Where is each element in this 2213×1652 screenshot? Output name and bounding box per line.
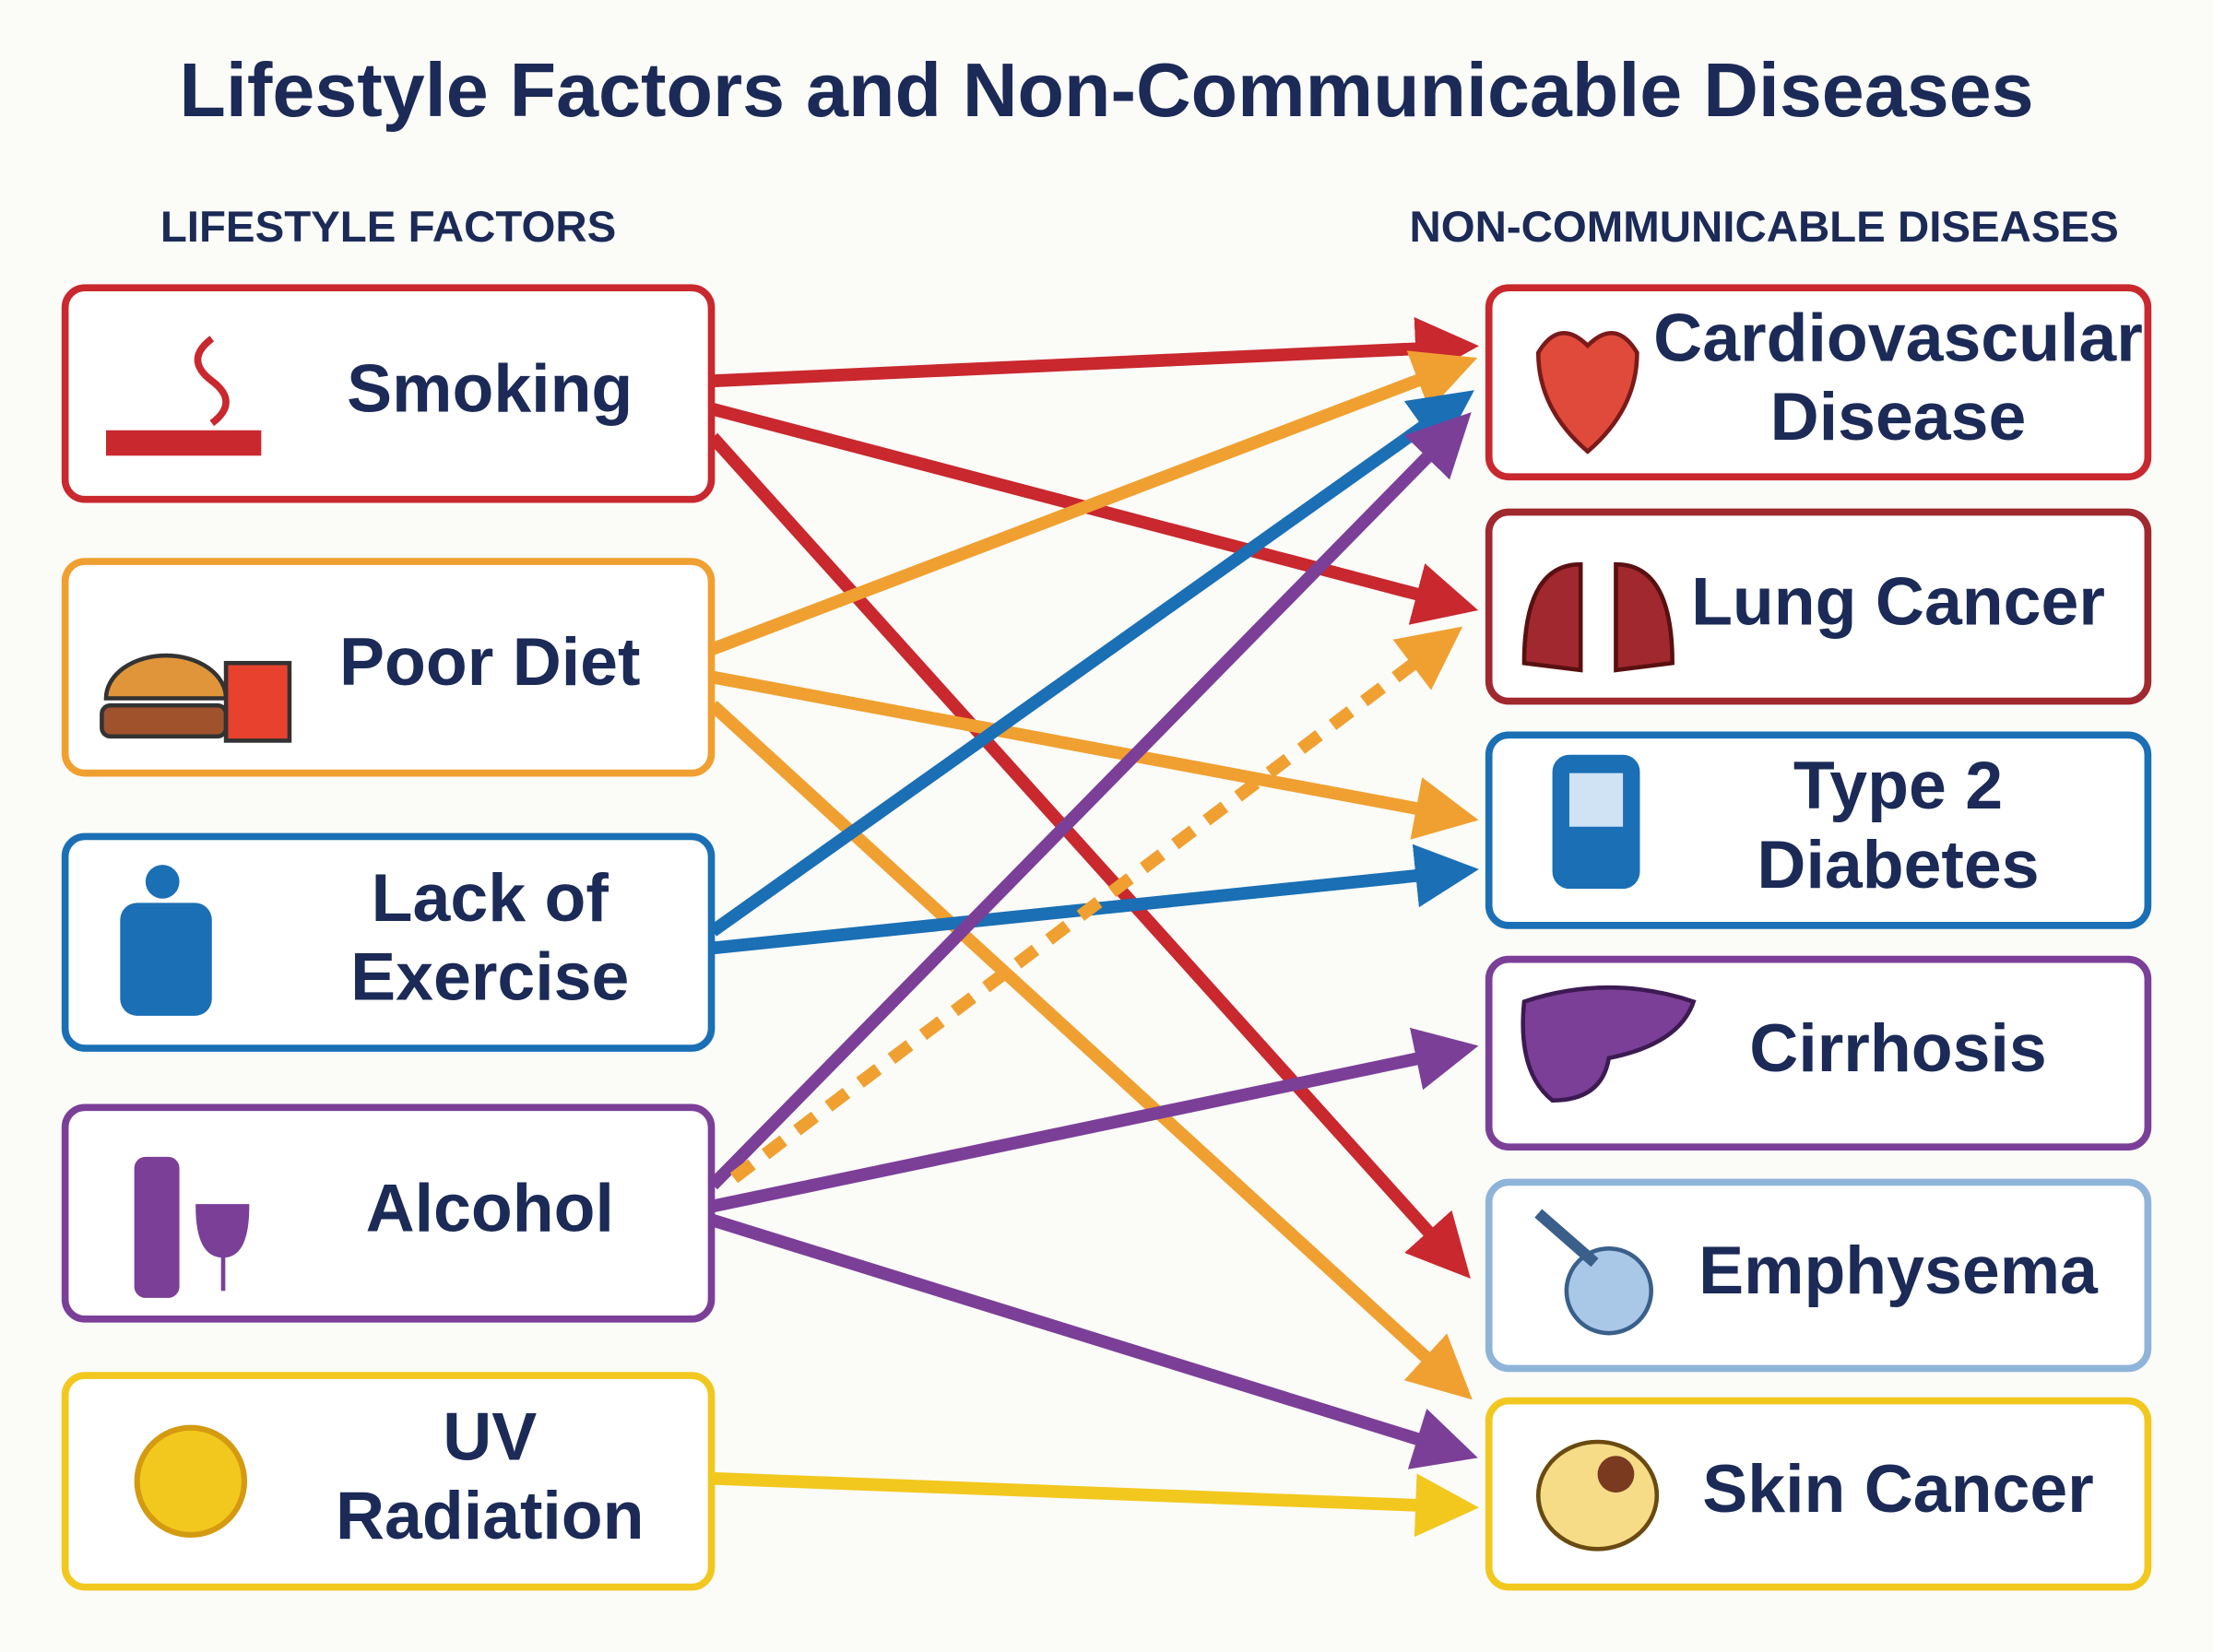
icon-burger [100, 702, 229, 739]
box-label: Poor Diet [339, 624, 640, 700]
arrow-dashed [729, 626, 1463, 1184]
arrow [712, 1471, 1479, 1538]
icon-chair [120, 903, 212, 1016]
icon-liver [1521, 985, 1697, 1103]
box [1485, 1397, 2152, 1591]
icon-sun [134, 1424, 248, 1539]
box [61, 832, 716, 1052]
box-label: Smoking [347, 350, 633, 426]
box-label: Radiation [336, 1478, 645, 1553]
arrow [711, 670, 1479, 840]
title: Lifestyle Factors and Non-Communicable D… [179, 47, 2033, 133]
box-label: Exercise [350, 939, 629, 1015]
box [1485, 1178, 2152, 1373]
arrow [710, 1214, 1478, 1469]
box-label: Cirrhosis [1749, 1010, 2046, 1086]
arrow [708, 701, 1473, 1400]
icons [100, 331, 1697, 1552]
icon-burger [103, 653, 229, 701]
icon-bottle [134, 1156, 180, 1298]
icon-person [145, 865, 180, 899]
icon-nucleus [1597, 1456, 1635, 1493]
box-label: Disease [1770, 379, 2027, 454]
box [1485, 731, 2152, 929]
icon-fries [223, 660, 292, 743]
icon-cell [1535, 1439, 1660, 1552]
box-label: Diabetes [1757, 827, 2039, 903]
box-label: Skin Cancer [1702, 1451, 2093, 1527]
box [61, 1103, 716, 1323]
icon-lungs [1521, 561, 1675, 673]
icon-heart [1535, 331, 1639, 454]
left-header: LIFESTYLE FACTORS [160, 203, 616, 252]
arrow [709, 390, 1474, 937]
icon-glass [195, 1204, 250, 1292]
arrow [711, 1027, 1479, 1213]
arrow [707, 432, 1471, 1280]
box [61, 1372, 716, 1591]
box-label: Alcohol [366, 1170, 614, 1245]
box-label: Lack of [372, 860, 609, 936]
box-label: Emphysema [1698, 1233, 2099, 1308]
icon-alveoli [1564, 1246, 1653, 1336]
box [1485, 284, 2152, 481]
icon-cigarette [106, 430, 262, 456]
icon-meter-screen [1568, 773, 1624, 827]
arrow [710, 350, 1478, 655]
arrow [712, 316, 1479, 388]
icon-smoke [194, 336, 230, 427]
arrows [707, 316, 1479, 1538]
box-label: Type 2 [1793, 748, 2003, 823]
box-label: UV [443, 1398, 537, 1474]
box-label: Cardiovascular [1653, 300, 2143, 375]
arrow [708, 412, 1472, 1190]
box-label: Lung Cancer [1691, 563, 2105, 639]
icon-airway [1534, 1209, 1599, 1268]
right-header: NON-COMMUNICABLE DISEASES [1409, 203, 2118, 252]
